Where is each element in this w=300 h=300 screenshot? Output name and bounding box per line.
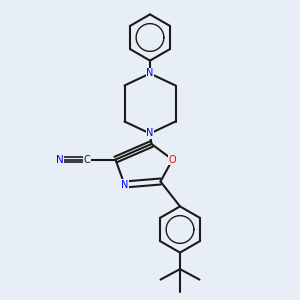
Text: C: C [84,154,90,165]
Text: N: N [121,179,128,190]
Text: N: N [146,128,154,139]
Text: N: N [56,154,64,165]
Text: O: O [169,154,176,165]
Text: N: N [146,68,154,79]
